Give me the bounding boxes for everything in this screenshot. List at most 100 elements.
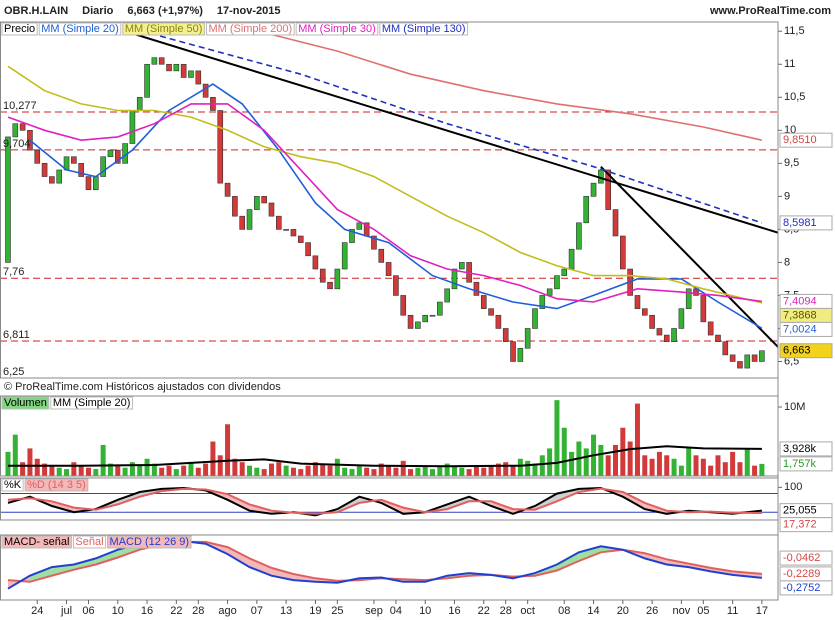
header-quote: 6,663 (+1,97%) [127, 5, 203, 17]
volume-bar [605, 455, 611, 476]
volume-bar [203, 463, 209, 476]
fill-between [249, 558, 272, 576]
volume-bar [56, 467, 62, 476]
volume-bar [239, 462, 245, 476]
series-line [7, 65, 763, 304]
volume-bar [451, 465, 457, 476]
volume-bar [634, 403, 640, 476]
candle [517, 347, 524, 362]
candle [151, 57, 158, 65]
volume-bar [342, 467, 348, 476]
site-name: www.ProRealTime.com [709, 5, 831, 17]
candle [612, 209, 619, 237]
x-tick-label: 07 [251, 605, 263, 617]
legend-label: MM (Simple 20) [53, 397, 131, 409]
value-badge-label: 17,372 [783, 519, 817, 531]
candle [217, 110, 224, 184]
volume-bar [715, 455, 721, 476]
candle [576, 222, 582, 250]
volume-bar [85, 467, 91, 476]
volume-bar [495, 463, 501, 476]
legend-label: %K [4, 479, 22, 491]
candle [173, 63, 180, 72]
candle [429, 314, 436, 317]
y-tick-label: 11 [784, 58, 795, 70]
x-tick-label: 24 [31, 605, 43, 617]
candle [751, 354, 758, 362]
volume-bar [378, 463, 384, 476]
volume-bar [129, 462, 135, 476]
fill-between [73, 558, 96, 570]
value-badge [779, 550, 833, 566]
y-tick-label: 10M [784, 401, 805, 413]
candle [722, 341, 729, 356]
legend-label: MM (Simple 30) [298, 23, 376, 35]
value-badge [779, 321, 833, 337]
fill-between [29, 567, 52, 582]
panel-1 [5, 400, 765, 476]
value-badge-label: 7,4094 [783, 295, 817, 307]
candle [678, 308, 685, 329]
candle [393, 275, 399, 296]
volume-bar [144, 458, 150, 476]
trendline [600, 165, 778, 348]
candle [319, 268, 326, 283]
x-tick-label: 19 [309, 605, 321, 617]
x-tick-label: 08 [558, 605, 570, 617]
fill-between [117, 492, 140, 505]
candle [671, 328, 677, 342]
candle [634, 295, 641, 309]
x-tick-label: 10 [112, 605, 124, 617]
series-line [8, 445, 762, 468]
legend-label: Precio [4, 23, 35, 35]
candle [239, 215, 246, 230]
fill-between [447, 496, 470, 510]
candle [663, 334, 670, 342]
volume-bar [34, 458, 40, 476]
header-date: 17-nov-2015 [217, 5, 281, 17]
legend-box [122, 22, 205, 36]
volume-bar [656, 451, 662, 476]
x-tick-label: 28 [192, 605, 204, 617]
candle [71, 156, 77, 164]
volume-bar [188, 462, 194, 476]
volume-bar [349, 469, 355, 476]
volume-bar [49, 465, 55, 476]
volume-bar [181, 465, 187, 476]
volume-bar [27, 448, 33, 476]
volume-bar [386, 465, 392, 476]
x-tick-label: 16 [448, 605, 460, 617]
volume-bar [730, 451, 736, 476]
fill-between [227, 494, 250, 511]
candle [254, 196, 260, 210]
legend-box [38, 22, 122, 36]
candle [107, 149, 114, 158]
candle [93, 176, 99, 191]
volume-bar [561, 427, 567, 476]
fill-between [227, 547, 250, 568]
volume-bar [71, 462, 77, 476]
volume-bar [290, 467, 296, 476]
candle [268, 202, 275, 217]
volume-bar [671, 458, 677, 476]
x-tick-label: 14 [587, 605, 599, 617]
volume-bar [232, 458, 238, 476]
fill-between [271, 567, 294, 581]
value-badge [779, 215, 833, 231]
level-label: 7,76 [3, 266, 24, 278]
volume-bar [444, 463, 450, 476]
candle [737, 361, 743, 369]
volume-bar [122, 467, 128, 476]
candle [488, 308, 494, 316]
candle [297, 235, 304, 243]
volume-bar [159, 467, 165, 476]
x-tick-label: 06 [82, 605, 94, 617]
volume-bar [642, 455, 648, 476]
x-tick-label: 13 [280, 605, 292, 617]
trendline [124, 30, 778, 234]
candle [5, 136, 11, 263]
x-tick-label: 22 [478, 605, 490, 617]
fill-between [51, 501, 74, 513]
legend-box [205, 22, 295, 36]
